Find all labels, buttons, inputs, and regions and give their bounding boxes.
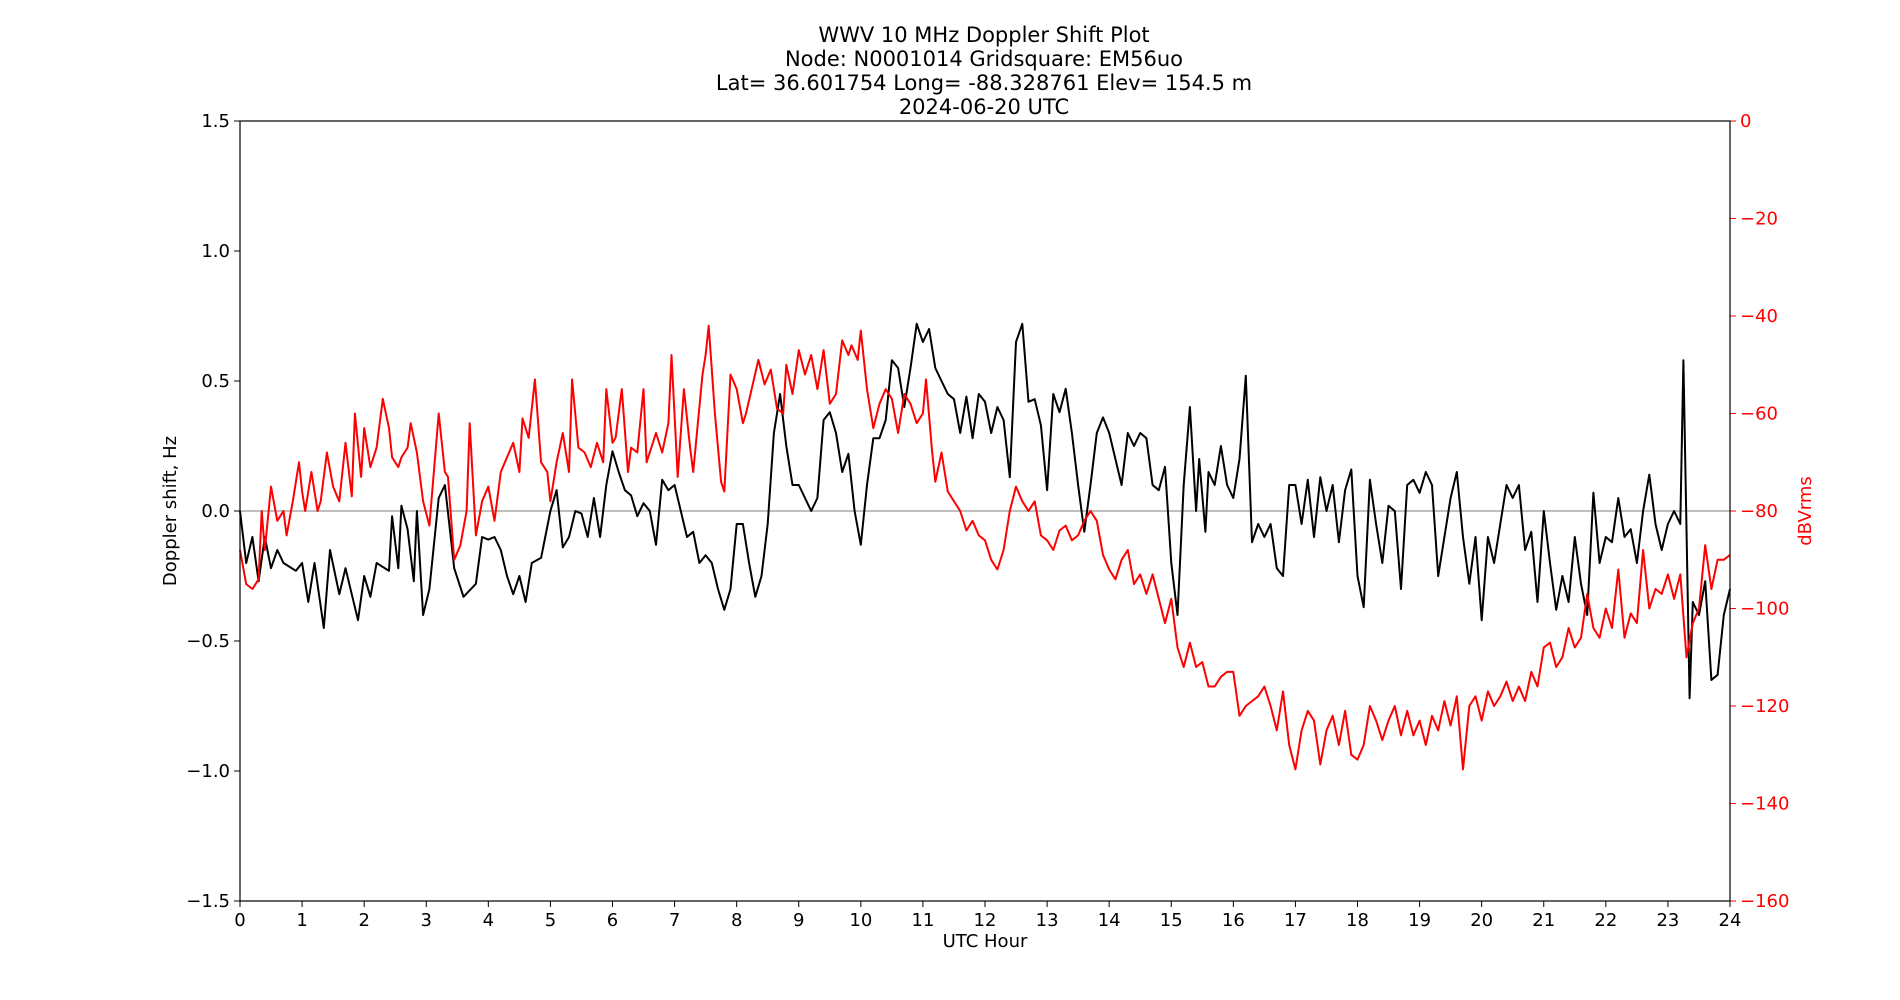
x-tick-label: 8 <box>731 910 742 931</box>
x-tick-label: 13 <box>1036 910 1059 931</box>
title-line-4: 2024-06-20 UTC <box>899 95 1069 119</box>
y-tick-label: 1.0 <box>201 241 230 262</box>
x-tick-label: 16 <box>1222 910 1245 931</box>
x-tick-label: 10 <box>849 910 872 931</box>
x-tick-label: 0 <box>234 910 245 931</box>
x-tick-label: 23 <box>1656 910 1679 931</box>
y-tick-label: 0.0 <box>201 501 230 522</box>
x-tick-label: 18 <box>1346 910 1369 931</box>
y-axis-label: Doppler shift, Hz <box>160 436 181 586</box>
x-tick-label: 7 <box>669 910 680 931</box>
x-tick-label: 1 <box>296 910 307 931</box>
x-tick-label: 24 <box>1719 910 1742 931</box>
title-line-1: WWV 10 MHz Doppler Shift Plot <box>818 23 1149 47</box>
doppler-shift-series-line <box>239 322 1731 700</box>
x-tick-label: 2 <box>358 910 369 931</box>
x-tick-label: 17 <box>1284 910 1307 931</box>
y2-axis-label: dBVrms <box>1795 476 1816 546</box>
x-tick-label: 4 <box>483 910 494 931</box>
x-tick-label: 11 <box>911 910 934 931</box>
y2-tick-label: 0 <box>1740 111 1751 132</box>
x-tick-label: 19 <box>1408 910 1431 931</box>
y-tick-label: −0.5 <box>186 631 230 652</box>
y2-tick-label: −120 <box>1740 696 1789 717</box>
x-tick-label: 15 <box>1160 910 1183 931</box>
x-tick-label: 9 <box>793 910 804 931</box>
x-tick-label: 22 <box>1594 910 1617 931</box>
x-tick-label: 20 <box>1470 910 1493 931</box>
plot-frame <box>239 120 1731 902</box>
y2-tick-label: −40 <box>1740 306 1778 327</box>
y2-tick-label: −160 <box>1740 891 1789 912</box>
x-tick-label: 12 <box>974 910 997 931</box>
title-line-2: Node: N0001014 Gridsquare: EM56uo <box>785 47 1183 71</box>
x-tick-label: 21 <box>1532 910 1555 931</box>
y-tick-label: −1.0 <box>186 761 230 782</box>
y2-tick-label: −20 <box>1740 209 1778 230</box>
y2-tick-label: −80 <box>1740 501 1778 522</box>
x-tick-label: 6 <box>607 910 618 931</box>
y2-tick-label: −100 <box>1740 599 1789 620</box>
x-tick-label: 14 <box>1098 910 1121 931</box>
title-line-3: Lat= 36.601754 Long= -88.328761 Elev= 15… <box>716 71 1252 95</box>
x-tick-label: 5 <box>545 910 556 931</box>
y-tick-label: 1.5 <box>201 111 230 132</box>
chart-title: WWV 10 MHz Doppler Shift Plot Node: N000… <box>716 23 1252 119</box>
y-tick-label: 0.5 <box>201 371 230 392</box>
y2-tick-label: −60 <box>1740 404 1778 425</box>
power-dbvrms-series-line <box>239 324 1731 771</box>
x-tick-label: 3 <box>421 910 432 931</box>
x-axis-label: UTC Hour <box>943 931 1028 952</box>
y-tick-label: −1.5 <box>186 891 230 912</box>
y2-tick-label: −140 <box>1740 794 1789 815</box>
